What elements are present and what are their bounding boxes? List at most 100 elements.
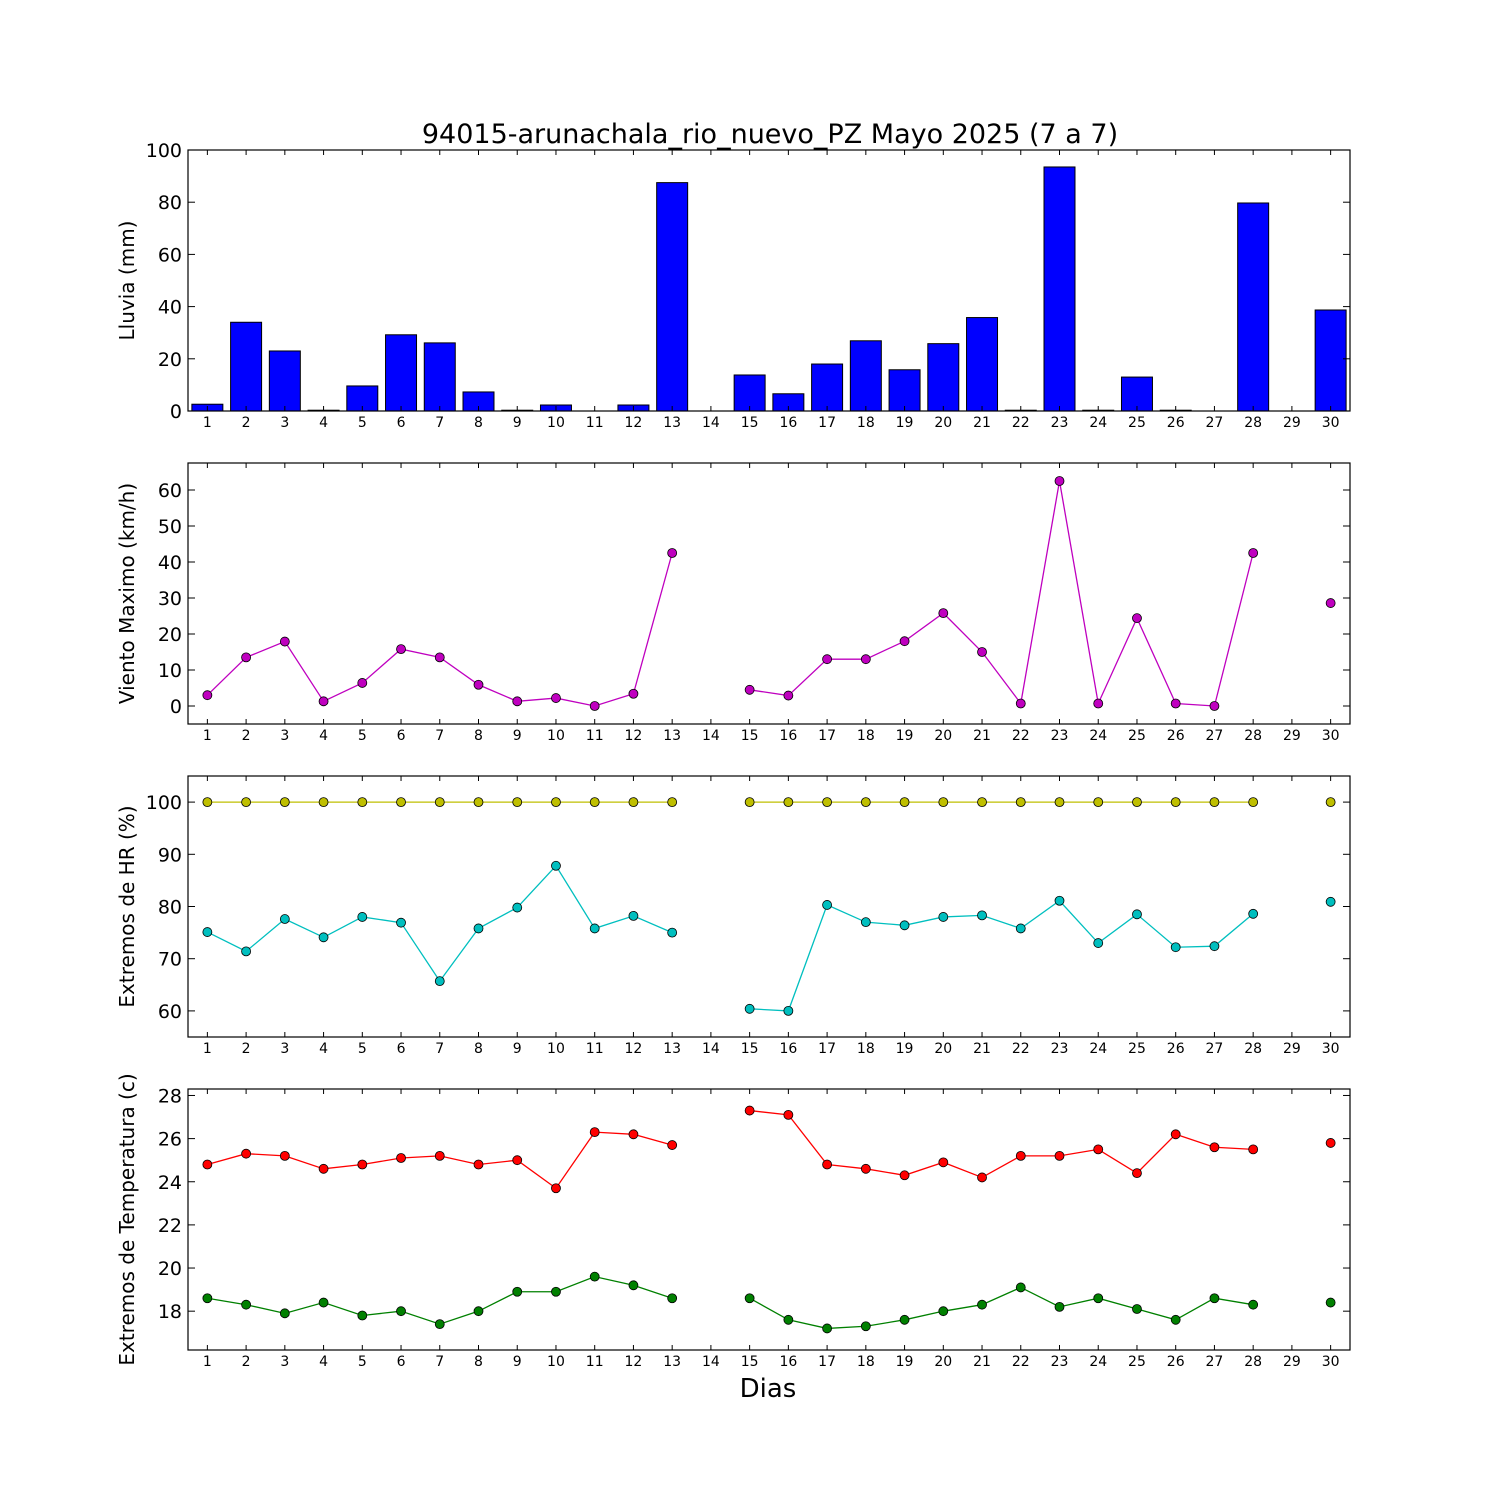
bar-day-13 [656,182,689,412]
x-tick-label: 6 [397,415,406,431]
series-1-point-day-23 [1054,476,1065,486]
x-tick-label: 16 [779,415,797,431]
series-1-point-day-1 [202,797,213,807]
series-1-point-day-18 [860,797,871,807]
y-tick-label: 60 [158,480,182,502]
series-2-point-day-13 [667,1293,678,1304]
x-tick-label: 21 [973,1041,991,1057]
series-1-point-day-17 [822,1159,832,1170]
x-tick-label: 6 [397,1354,406,1370]
y-tick-label: 20 [158,1258,182,1280]
series-2-point-day-10 [551,1286,561,1297]
x-tick-label: 30 [1322,1354,1340,1370]
series-1-point-day-11 [589,701,600,711]
x-tick-label: 13 [663,728,681,744]
x-tick-label: 3 [280,415,289,431]
series-2-point-day-12 [628,910,639,921]
x-tick-label: 29 [1283,728,1301,744]
plot-frame [187,149,1351,412]
series-1-point-day-4 [318,696,329,707]
series-1-point-day-5 [357,678,368,688]
series-1-point-day-3 [279,797,290,807]
series-2-point-day-19 [899,1314,910,1325]
plot-frame [187,462,1351,725]
bar-day-17 [811,363,844,412]
series-2-point-day-4 [318,1297,329,1308]
y-tick-label: 100 [146,792,182,814]
x-tick-label: 18 [857,415,875,431]
x-tick-label: 4 [319,1354,328,1370]
series-2-point-day-26 [1170,942,1181,953]
x-tick-label: 15 [741,728,759,744]
series-2-point-day-25 [1132,909,1142,920]
series-2-point-day-20 [938,912,949,922]
x-tick-label: 28 [1244,728,1262,744]
x-tick-label: 18 [857,1354,875,1370]
series-2-point-day-5 [357,1310,368,1321]
series-2-point-day-10 [551,860,561,871]
x-tick-label: 17 [818,1354,836,1370]
series-2-point-day-18 [860,1321,871,1332]
series-1-point-day-5 [357,797,368,807]
x-tick-label: 8 [474,415,483,431]
series-1-point-day-4 [318,1163,329,1174]
series-1-point-day-9 [512,797,523,807]
series-2-point-day-5 [357,912,368,922]
series-1-point-day-19 [899,797,910,807]
series-2-point-day-23 [1054,1301,1065,1312]
x-tick-label: 13 [663,1354,681,1370]
x-tick-label: 26 [1167,1354,1185,1370]
x-tick-label: 17 [818,1041,836,1057]
x-tick-label: 23 [1051,728,1069,744]
series-2-point-day-24 [1093,1293,1104,1304]
series-1-point-day-18 [860,1163,871,1174]
series-2-point-day-2 [241,946,252,957]
x-tick-label: 21 [973,728,991,744]
y-tick-label: 40 [158,552,182,574]
bar-day-19 [888,369,921,412]
series-1-point-day-1 [202,690,213,701]
series-2-point-day-4 [318,932,329,943]
series-1-point-day-26 [1170,1129,1181,1140]
bar-day-23 [1043,166,1076,412]
series-1-point-day-22 [1015,797,1026,807]
series-1-point-day-28 [1248,1144,1259,1155]
series-2-point-day-15 [744,1293,755,1304]
series-1-point-day-22 [1015,698,1026,709]
series-2-line-1 [207,1275,673,1325]
x-tick-label: 29 [1283,1354,1301,1370]
series-2-point-day-11 [589,1271,600,1282]
x-tick-label: 17 [818,728,836,744]
series-2-point-day-8 [473,923,484,934]
series-2-point-day-6 [396,1306,406,1317]
series-1-point-day-2 [241,797,252,807]
series-1-point-day-20 [938,608,949,619]
series-1-point-day-8 [473,797,484,807]
x-tick-label: 25 [1128,1041,1146,1057]
bar-day-7 [423,342,456,412]
series-1-point-day-30 [1325,598,1336,608]
series-1-point-day-6 [396,1153,406,1163]
y-tick-label: 26 [158,1129,182,1151]
x-tick-label: 22 [1012,1354,1030,1370]
series-1-point-day-28 [1248,548,1259,558]
x-tick-label: 12 [625,728,643,744]
chart-title: 94015-arunachala_rio_nuevo_PZ Mayo 2025 … [422,119,1118,150]
x-tick-label: 10 [547,1041,565,1057]
series-1-point-day-28 [1248,797,1259,807]
x-tick-label: 21 [973,1354,991,1370]
y-axis-label: Viento Maximo (km/h) [115,483,139,704]
series-1-point-day-15 [744,797,755,807]
series-1-point-day-9 [512,696,523,707]
series-1-point-day-27 [1209,797,1220,807]
x-tick-label: 23 [1051,1354,1069,1370]
series-1-point-day-13 [667,548,678,558]
series-1-point-day-1 [202,1159,213,1170]
x-tick-label: 10 [547,728,565,744]
x-tick-label: 27 [1206,415,1224,431]
y-tick-label: 28 [158,1085,182,1107]
x-tick-label: 7 [435,1354,444,1370]
series-2-point-day-30 [1325,1297,1336,1308]
y-tick-label: 50 [158,516,182,538]
